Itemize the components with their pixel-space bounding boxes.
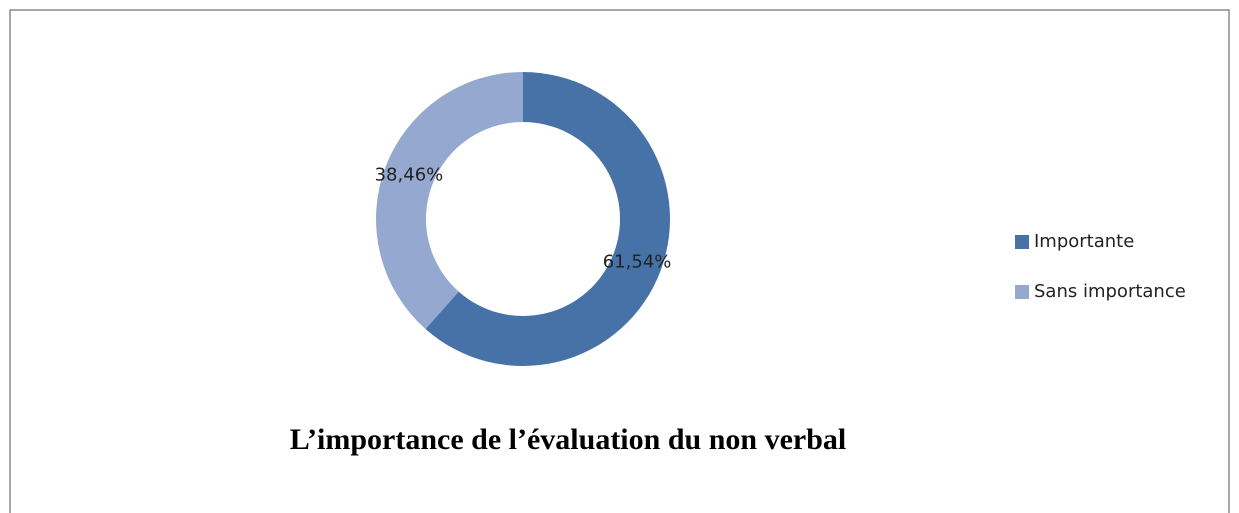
chart-title: L’importance de l’évaluation du non verb…	[290, 423, 846, 456]
donut-segment	[375, 72, 523, 330]
legend-label: Sans importance	[1034, 281, 1186, 302]
data-label: 61,54%	[603, 251, 672, 272]
legend-swatch	[1015, 285, 1029, 299]
data-label: 38,46%	[375, 165, 444, 186]
donut-segment	[425, 72, 671, 366]
legend-label: Importante	[1034, 231, 1134, 252]
legend-swatch	[1015, 235, 1029, 249]
